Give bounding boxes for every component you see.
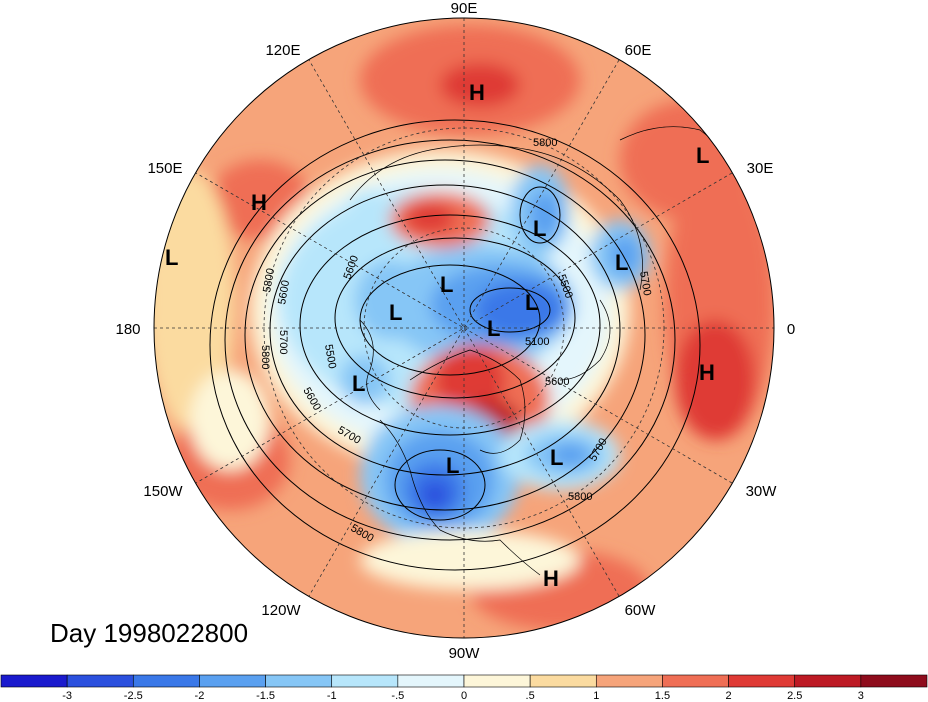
low-pressure-marker: L — [352, 371, 365, 396]
colorbar-label: -3 — [62, 690, 72, 702]
high-pressure-marker: H — [543, 566, 559, 591]
contour-label: 5100 — [525, 336, 549, 348]
colorbar-swatch — [265, 674, 333, 688]
colorbar-swatch — [0, 674, 68, 688]
colorbar-label: 3 — [858, 690, 864, 702]
map-title: Day 1998022800 — [50, 618, 249, 648]
colorbar-swatch — [860, 674, 928, 688]
low-pressure-marker: L — [446, 453, 459, 478]
low-pressure-marker: L — [696, 143, 709, 168]
contour-label: 5800 — [568, 491, 592, 503]
contour-label: 5600 — [276, 279, 292, 305]
contour-label: 5600 — [545, 376, 569, 388]
colorbar-label: -1.5 — [256, 690, 275, 702]
high-pressure-marker: H — [699, 360, 715, 385]
contour-label: 5700 — [277, 330, 289, 354]
colorbar-label: 2 — [726, 690, 732, 702]
low-pressure-marker: L — [487, 316, 500, 341]
colorbar-swatch — [66, 674, 134, 688]
colorbar-swatch — [397, 674, 465, 688]
colorbar-swatch — [199, 674, 266, 688]
colorbar-swatch — [595, 674, 663, 688]
low-pressure-marker: L — [533, 216, 546, 241]
lon-label-0: 0 — [787, 321, 795, 338]
colorbar-swatch — [331, 674, 399, 688]
high-pressure-marker: H — [469, 80, 485, 105]
colorbar-swatch — [662, 674, 729, 688]
colorbar-swatch — [529, 674, 597, 688]
colorbar-label: -2 — [195, 690, 205, 702]
colorbar: -3 -2.5 -2 -1.5 -1 -.5 0 .5 1 1.5 2 2.5 3 — [0, 674, 928, 702]
colorbar-label: 0 — [461, 690, 467, 702]
lon-label-150e: 150E — [147, 160, 182, 177]
contour-label: 5500 — [322, 343, 338, 369]
contour-label: 5800 — [261, 267, 277, 293]
lon-label-120w: 120W — [261, 602, 301, 619]
lon-label-60e: 60E — [625, 42, 652, 59]
colorbar-label: -2.5 — [124, 690, 143, 702]
colorbar-label: -1 — [327, 690, 337, 702]
height-contours — [209, 119, 701, 571]
colorbar-label: 1 — [593, 690, 599, 702]
lon-label-120e: 120E — [265, 42, 300, 59]
contour-label: 5800 — [533, 137, 557, 149]
colorbar-swatch — [794, 674, 862, 688]
graticule — [154, 18, 774, 638]
lon-label-150w: 150W — [143, 483, 183, 500]
colorbar-label: 2.5 — [787, 690, 802, 702]
lon-label-180: 180 — [115, 321, 140, 338]
colorbar-label: 1.5 — [655, 690, 670, 702]
colorbar-swatch — [463, 674, 531, 688]
polar-map: 5800 5700 5600 5500 5800 5700 5600 5500 … — [115, 0, 795, 662]
lon-label-30e: 30E — [747, 160, 774, 177]
low-pressure-marker: L — [389, 300, 402, 325]
lon-label-60w: 60W — [625, 602, 657, 619]
lon-label-90e: 90E — [451, 0, 478, 17]
contour-label: 5700 — [637, 270, 653, 296]
lon-label-90w: 90W — [449, 645, 481, 662]
colorbar-label: -.5 — [391, 690, 404, 702]
low-pressure-marker: L — [440, 272, 453, 297]
colorbar-swatch — [728, 674, 796, 688]
low-pressure-marker: L — [615, 250, 628, 275]
map-boundary — [153, 17, 775, 639]
high-pressure-marker: H — [251, 190, 267, 215]
colorbar-swatch — [132, 674, 200, 688]
low-pressure-marker: L — [550, 445, 563, 470]
colorbar-label: .5 — [526, 690, 535, 702]
contour-label: 5800 — [259, 345, 271, 369]
low-pressure-marker: L — [165, 245, 178, 270]
coastlines — [349, 126, 761, 576]
low-pressure-marker: L — [525, 290, 538, 315]
lon-label-30w: 30W — [746, 483, 778, 500]
